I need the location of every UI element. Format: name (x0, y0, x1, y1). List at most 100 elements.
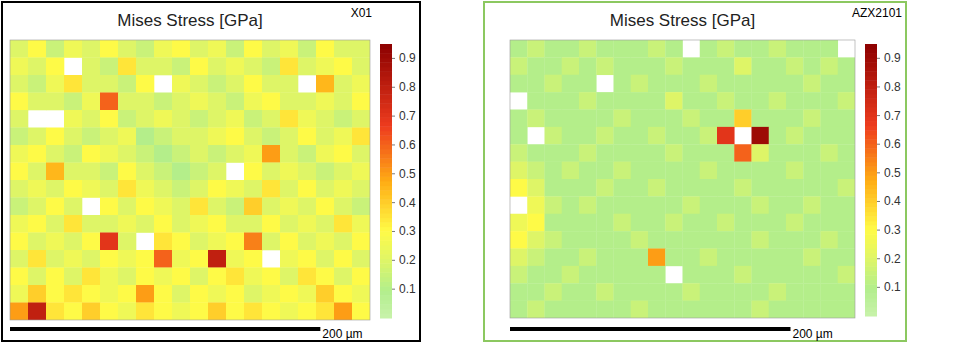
cell (154, 180, 172, 198)
cell (821, 301, 839, 318)
cell (700, 283, 718, 301)
cell (803, 144, 821, 162)
cell (631, 57, 649, 75)
cell (280, 75, 298, 93)
cell (136, 303, 154, 321)
colorbar-segment (865, 175, 877, 180)
cell (208, 40, 226, 58)
colorbar-tick (392, 87, 395, 88)
cell (734, 231, 752, 249)
cell (64, 40, 82, 58)
colorbar-segment (865, 62, 877, 67)
cell (28, 93, 46, 111)
cell (190, 285, 208, 303)
cell (298, 128, 316, 146)
cell (683, 92, 701, 110)
cell (752, 40, 770, 58)
cell (190, 163, 208, 181)
cell (510, 40, 528, 58)
cell (596, 301, 614, 318)
canvas: Mises Stress [GPa]X010.10.20.30.40.50.60… (0, 0, 954, 344)
colorbar-tick-label: 0.9 (884, 51, 901, 65)
cell (82, 93, 100, 111)
cell (614, 127, 632, 145)
cell (298, 250, 316, 268)
colorbar-segment (380, 286, 392, 291)
cell (244, 40, 262, 58)
cell (734, 92, 752, 110)
cell (717, 144, 735, 162)
cell (562, 283, 580, 301)
cell (190, 110, 208, 128)
colorbar-segment (865, 307, 877, 312)
colorbar-tick (392, 58, 395, 59)
cell (562, 196, 580, 214)
cell (734, 144, 752, 162)
colorbar-segment (380, 208, 392, 213)
cell (352, 75, 370, 93)
cell (316, 110, 334, 128)
cell (614, 214, 632, 232)
colorbar-segment (380, 218, 392, 223)
cell (136, 250, 154, 268)
cell (262, 198, 280, 216)
cell (527, 266, 545, 284)
cell (64, 110, 82, 128)
cell (208, 180, 226, 198)
cell (821, 57, 839, 75)
cell (352, 110, 370, 128)
cell (700, 231, 718, 249)
cell (838, 214, 855, 232)
cell (118, 215, 136, 233)
cell (226, 40, 244, 58)
cell (752, 231, 770, 249)
title: Mises Stress [GPa] (117, 11, 262, 30)
cell (100, 110, 118, 128)
colorbar-segment (865, 280, 877, 285)
cell (562, 144, 580, 162)
colorbar-segment (865, 198, 877, 203)
cell (280, 40, 298, 58)
cell (769, 196, 787, 214)
cell (28, 40, 46, 58)
colorbar-tick-label: 0.2 (884, 252, 901, 266)
colorbar-segment (865, 121, 877, 126)
cell (786, 92, 804, 110)
cell (352, 93, 370, 111)
cell (527, 301, 545, 318)
colorbar-segment (380, 245, 392, 250)
cell (100, 163, 118, 181)
cell (136, 58, 154, 76)
cell (786, 40, 804, 58)
cell (786, 301, 804, 318)
colorbar-segment (865, 248, 877, 253)
cell (562, 214, 580, 232)
cell (190, 180, 208, 198)
cell (596, 283, 614, 301)
cell (838, 301, 855, 318)
colorbar-segment (865, 67, 877, 72)
cell (838, 162, 855, 180)
cell (631, 283, 649, 301)
cell (334, 40, 352, 58)
cell (769, 266, 787, 284)
cell (683, 179, 701, 197)
cell (100, 303, 118, 321)
colorbar-segment (865, 203, 877, 208)
cell (154, 145, 172, 163)
cell (334, 215, 352, 233)
cell (786, 266, 804, 284)
cell (734, 249, 752, 267)
cell (28, 233, 46, 251)
cell (190, 145, 208, 163)
colorbar-segment (865, 85, 877, 90)
cell (734, 214, 752, 232)
cell (527, 75, 545, 93)
colorbar-segment (380, 227, 392, 232)
colorbar-tick (877, 86, 880, 87)
colorbar-segment (865, 266, 877, 271)
cell (190, 215, 208, 233)
cell (172, 58, 190, 76)
colorbar-segment (380, 240, 392, 245)
colorbar-segment (380, 172, 392, 177)
